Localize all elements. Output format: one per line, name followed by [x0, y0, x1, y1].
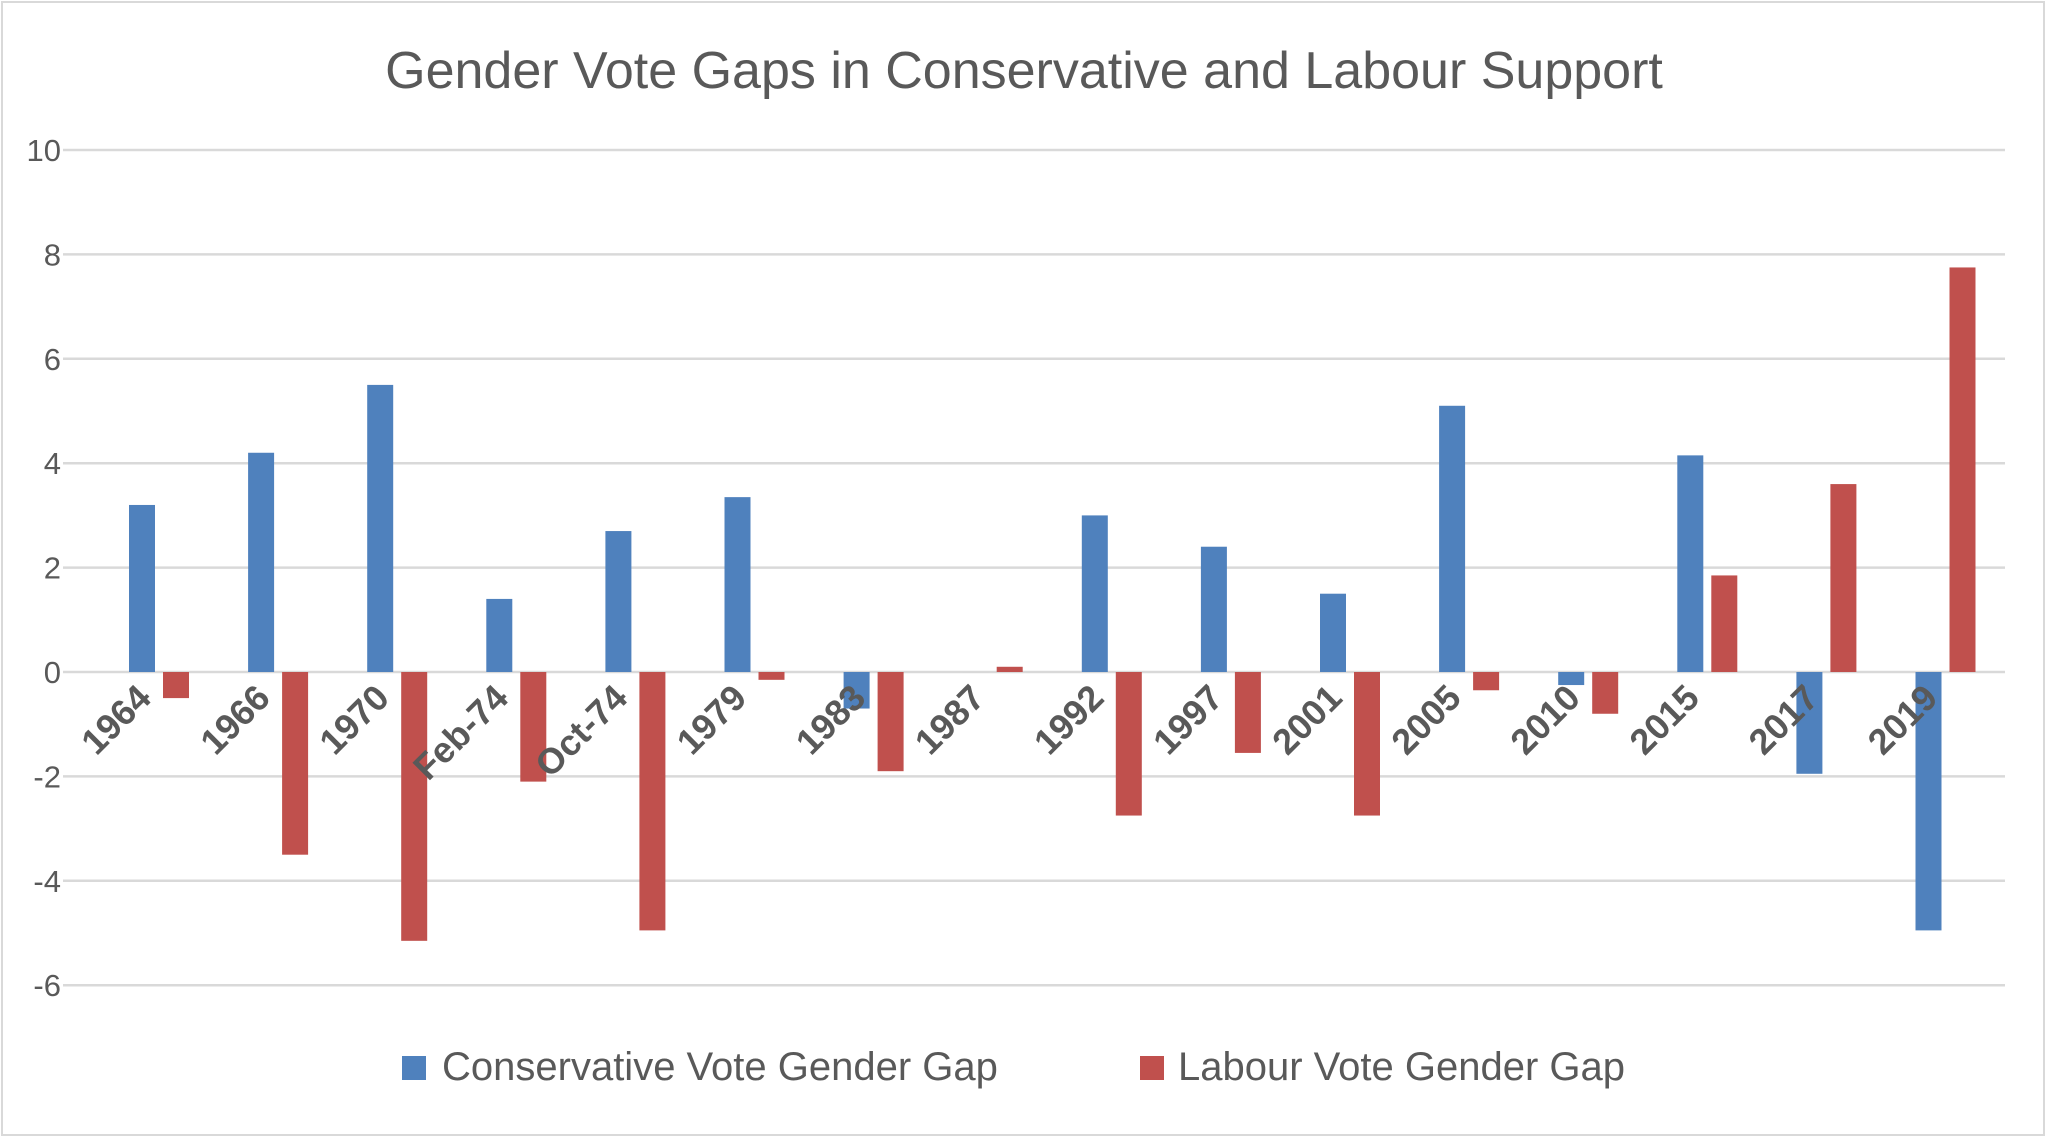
x-tick-label: 1997 — [1145, 677, 1231, 763]
bar-labour-1992 — [1115, 672, 1142, 816]
x-tick-label: 1964 — [73, 677, 159, 763]
bar-labour-2005 — [1473, 672, 1500, 691]
bar-conservative-Oct-74 — [605, 531, 632, 672]
legend-swatch-labour — [1140, 1056, 1164, 1080]
bar-labour-2010 — [1592, 672, 1619, 714]
x-tick-label: 1987 — [907, 677, 993, 763]
chart-title: Gender Vote Gaps in Conservative and Lab… — [385, 42, 1663, 100]
x-tick-label: 1992 — [1026, 677, 1112, 763]
bar-conservative-1964 — [129, 504, 155, 672]
bar-labour-2001 — [1354, 672, 1380, 816]
bar-labour-2017 — [1830, 484, 1857, 672]
bar-labour-1964 — [163, 672, 189, 699]
bar-conservative-1997 — [1200, 546, 1227, 672]
x-tick-label: 1970 — [311, 677, 397, 763]
y-tick-label: 6 — [44, 342, 61, 377]
y-tick-label: -6 — [33, 968, 61, 1003]
bar-conservative-2015 — [1677, 455, 1704, 672]
bar-conservative-2001 — [1320, 593, 1346, 672]
bar-labour-Feb-74 — [520, 672, 547, 782]
bar-labour-1970 — [401, 672, 428, 941]
y-tick-label: 4 — [44, 446, 61, 481]
bar-conservative-1992 — [1081, 515, 1108, 672]
bar-conservative-2005 — [1439, 405, 1466, 672]
bar-conservative-1970 — [367, 384, 394, 672]
bar-conservative-2010 — [1558, 672, 1585, 686]
bar-conservative-Feb-74 — [486, 598, 513, 672]
y-tick-label: 0 — [44, 655, 61, 690]
legend: Conservative Vote Gender Gap Labour Vote… — [402, 1045, 1625, 1089]
bar-conservative-2019 — [1915, 672, 1942, 931]
x-tick-label: 2010 — [1502, 677, 1588, 763]
bar-labour-1979 — [758, 672, 785, 680]
bar-labour-1987 — [996, 666, 1023, 672]
bar-conservative-2017 — [1796, 672, 1823, 774]
y-tick-label: 10 — [27, 133, 61, 168]
y-tick-label: 2 — [44, 551, 61, 586]
bar-conservative-1979 — [724, 497, 751, 672]
x-tick-label: 2015 — [1621, 677, 1707, 763]
x-tick-label: 1979 — [669, 677, 755, 763]
bar-labour-1966 — [282, 672, 309, 855]
legend-swatch-conservative — [402, 1056, 426, 1080]
x-tick-label: 2005 — [1383, 677, 1469, 763]
x-tick-label: 2001 — [1264, 677, 1350, 763]
y-tick-label: 8 — [44, 237, 61, 272]
y-tick-label: -2 — [33, 759, 61, 794]
bar-labour-Oct-74 — [639, 672, 666, 931]
legend-label-labour: Labour Vote Gender Gap — [1178, 1045, 1625, 1089]
legend-label-conservative: Conservative Vote Gender Gap — [442, 1045, 998, 1089]
y-tick-label: -4 — [33, 864, 61, 899]
bar-labour-2015 — [1711, 575, 1738, 672]
bar-labour-1997 — [1234, 672, 1261, 753]
bar-conservative-1983 — [843, 672, 870, 709]
bar-labour-2019 — [1949, 267, 1976, 672]
bar-labour-1983 — [877, 672, 904, 772]
bar-conservative-1966 — [248, 452, 275, 672]
x-tick-label: 1966 — [192, 677, 278, 763]
